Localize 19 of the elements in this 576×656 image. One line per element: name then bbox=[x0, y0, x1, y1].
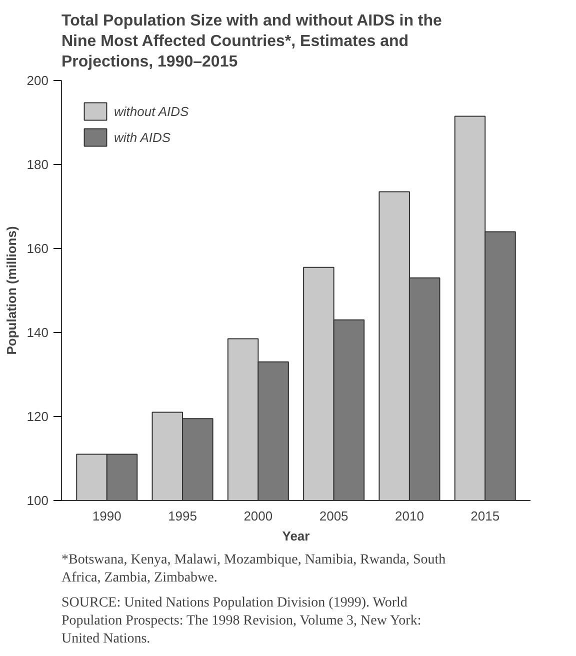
x-tick-label: 2000 bbox=[244, 508, 273, 524]
x-tick-label: 2005 bbox=[319, 508, 348, 524]
chart-title: Total Population Size with and without AIDS in the Nine Most Affected Countries*, Estimates and Projections, 1990–2015 bbox=[62, 12, 442, 70]
x-tick-label: 1990 bbox=[92, 508, 122, 524]
y-axis-title: Population (millions) bbox=[4, 226, 19, 355]
x-tick-label: 2010 bbox=[395, 508, 424, 524]
y-tick-label: 120 bbox=[26, 409, 49, 424]
text: *Botswana, Kenya, Malawi, Mozambique, Namibia, Rwanda, South Africa, Zambia, Zimbabwe. bbox=[62, 552, 446, 586]
y-tick-label: 160 bbox=[26, 241, 49, 256]
x-tick-label: 1995 bbox=[168, 508, 197, 524]
y-tick-label: 100 bbox=[26, 493, 49, 508]
x-axis-title: Year bbox=[282, 528, 310, 544]
legend-label: without AIDS bbox=[114, 104, 189, 118]
x-tick-label: 2015 bbox=[470, 508, 500, 524]
y-tick-label: 180 bbox=[26, 157, 49, 172]
legend-label: with AIDS bbox=[114, 130, 171, 144]
source-note: SOURCE: United Nations Population Division (1999). World Population Prospects: The 1998 Revision, Volume 3, New York: United Nations. bbox=[62, 596, 422, 646]
y-tick-label: 140 bbox=[26, 325, 49, 340]
y-tick-label: 200 bbox=[26, 73, 49, 88]
